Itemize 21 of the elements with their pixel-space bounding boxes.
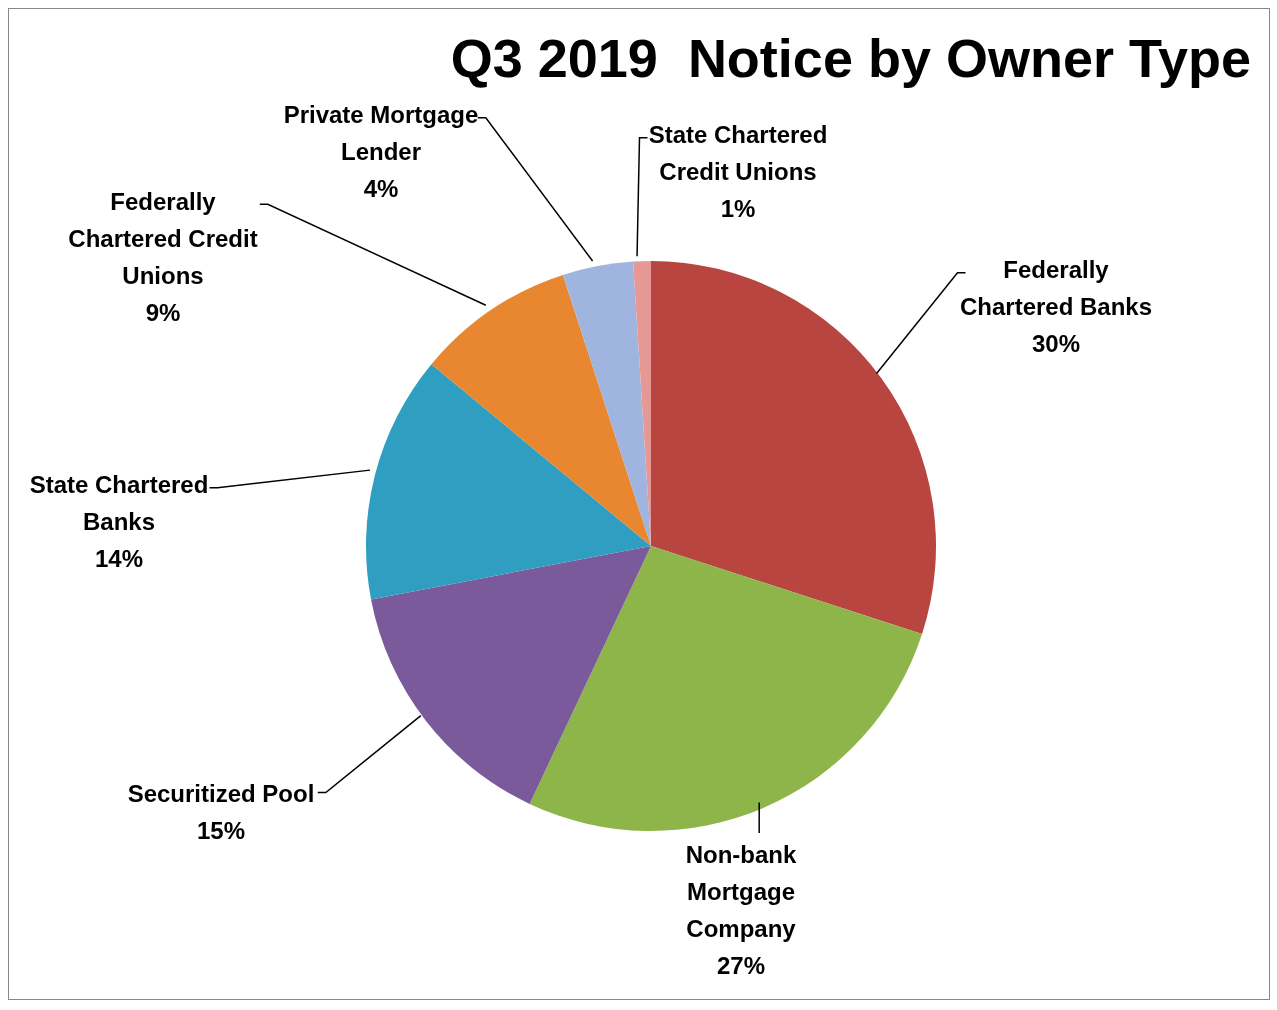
chart-title: Q3 2019 Notice by Owner Type	[450, 28, 1251, 88]
slice-label: Securitized Pool	[127, 779, 315, 807]
data-label: 15%	[196, 816, 246, 844]
slice-label: Federally Chartered Credit Unions	[68, 187, 258, 289]
slice-label: Federally Chartered Banks	[959, 256, 1153, 321]
slice-label: Non-bank Mortgage Company	[685, 840, 797, 942]
pie-slice	[371, 546, 651, 804]
data-label: 14%	[94, 545, 144, 573]
pie-slice	[431, 274, 651, 546]
pie-slice	[529, 546, 923, 831]
data-label: 30%	[1031, 330, 1081, 358]
slice-label: State Chartered Banks	[29, 471, 209, 536]
pie-slice	[651, 261, 936, 635]
data-label: 1%	[720, 195, 756, 223]
pie-slice	[366, 364, 651, 600]
data-label: 4%	[363, 175, 399, 203]
data-label: 27%	[716, 951, 766, 979]
slice-label: Private Mortgage Lender	[283, 101, 479, 166]
data-label: 9%	[145, 298, 181, 326]
pie-slice	[562, 261, 651, 546]
slice-label: State Chartered Credit Unions	[648, 121, 828, 186]
